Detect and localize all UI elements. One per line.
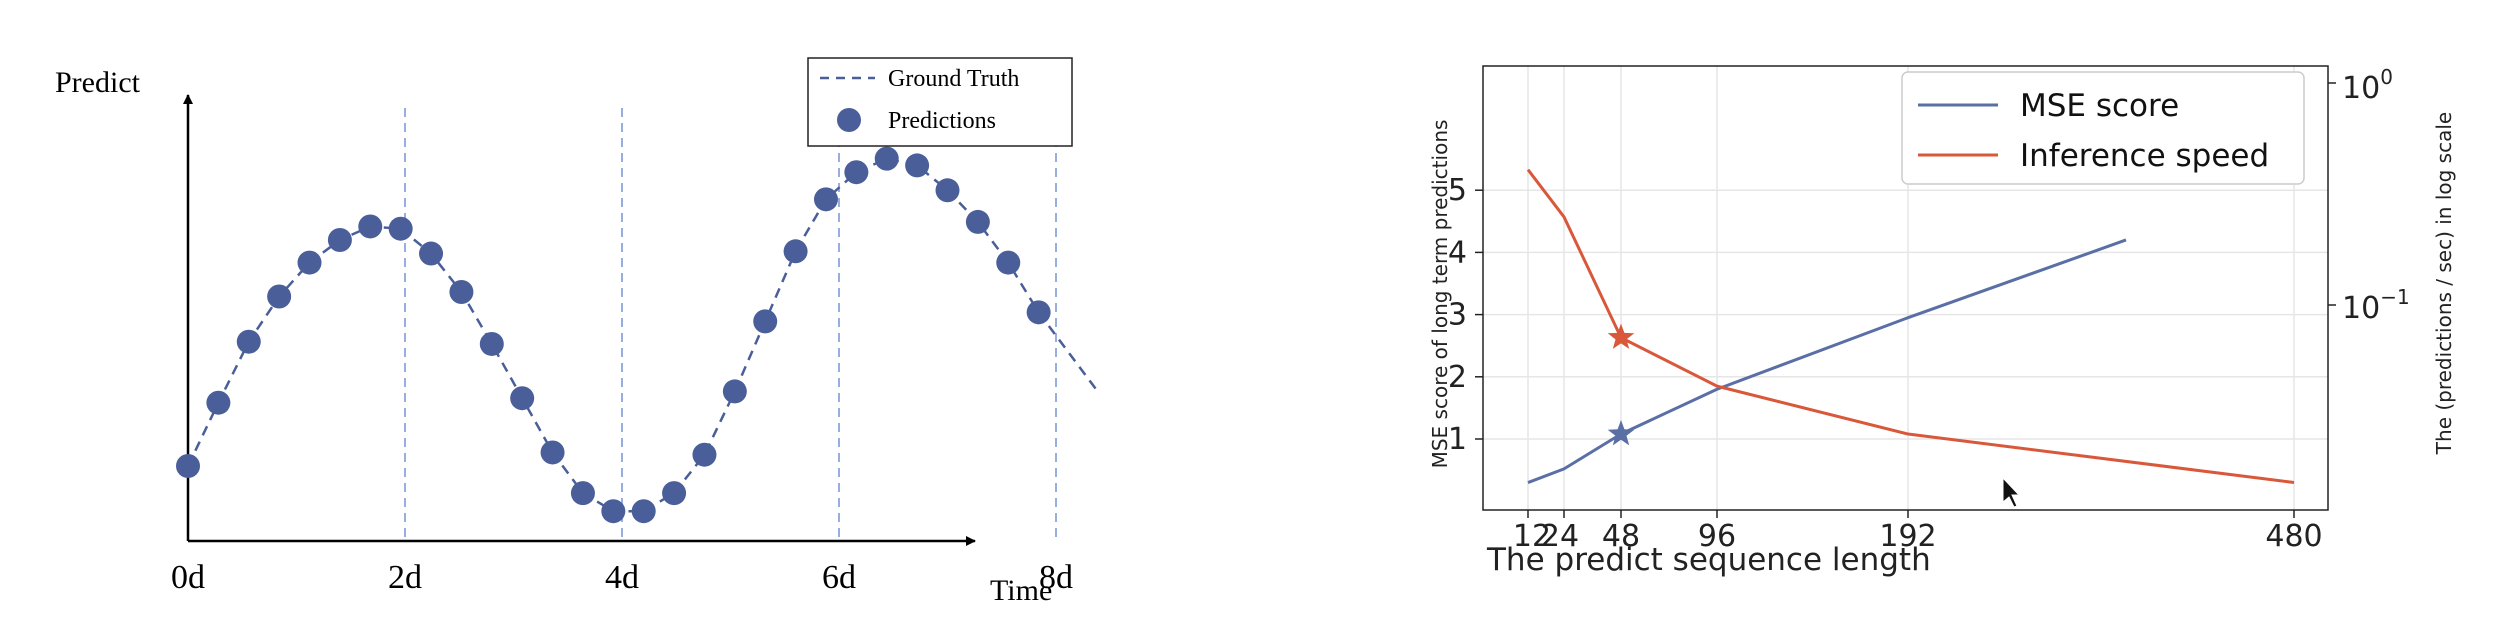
right-markers [1607,323,1635,446]
y-tick-label: 4 [1448,235,1467,270]
left-x-tick-label: 4d [605,559,639,596]
prediction-point [449,279,474,304]
mouse-cursor-icon [2002,476,2021,508]
left-x-ticks: 0d 2d 4d 6d 8d [171,559,1073,596]
prediction-point [388,216,413,241]
left-legend: Ground Truth Predictions [807,57,1073,147]
prediction-point [327,228,352,252]
y-tick-label: 3 [1448,298,1467,333]
right-x-axis-label: The predict sequence length [1486,542,1931,578]
right-y2-ticks: 100 10−1 [2328,65,2410,326]
x-tick-label: 48 [1602,519,1640,554]
prediction-point [965,209,990,234]
prediction-point [783,239,808,264]
prediction-point [297,250,322,275]
prediction-point [1026,300,1051,325]
right-y2-axis-label: The (predictions / sec) in log scale [2432,112,2456,455]
left-x-tick-label: 2d [388,559,422,596]
prediction-point [176,454,200,478]
prediction-point [874,146,899,171]
prediction-point [206,390,231,415]
prediction-point [570,481,595,506]
ground-truth-polyline [186,157,1101,513]
legend-speed-label: Inference speed [2020,138,2269,174]
prediction-point [510,386,535,411]
y2-tick-label-0: 100 [2342,65,2393,106]
prediction-points [176,146,1051,524]
y2-tick-label-1: 10−1 [2342,285,2410,326]
right-plot-frame [1482,65,2329,511]
left-dashed-guides [404,108,1057,541]
left-x-tick-label: 6d [822,559,856,596]
prediction-point [267,284,292,309]
right-grid [1483,66,2328,510]
prediction-point [236,329,261,354]
legend-predictions-label: Predictions [888,108,996,134]
right-legend-box [1901,71,2305,185]
left-x-tick-label: 8d [1039,559,1073,596]
y-tick-label: 5 [1448,173,1467,208]
y-tick-label: 1 [1448,422,1467,457]
prediction-point [753,309,778,334]
prediction-point [631,499,656,524]
left-x-tick-label: 0d [171,559,205,596]
mse-score-line [1527,238,2127,484]
prediction-point [935,178,960,203]
prediction-point [662,481,687,506]
prediction-point [479,331,504,356]
left-y-axis-label: Predict [55,66,141,99]
ground-truth-line [186,157,1101,513]
prediction-point [844,160,869,185]
left-x-axis-label: Time [990,574,1052,607]
right-left-y-ticks: 1 2 3 4 5 [1448,173,1483,457]
prediction-point [996,250,1021,275]
x-tick-label: 96 [1698,519,1736,554]
y-tick-label: 2 [1448,360,1467,395]
prediction-point [419,241,444,266]
star-marker [1607,420,1635,446]
right-legend: MSE score Inference speed [1901,71,2305,185]
legend-ground-truth-label: Ground Truth [888,66,1019,92]
star-marker [1607,323,1635,349]
x-tick-label: 480 [2265,519,2322,554]
x-tick-label: 192 [1879,519,1936,554]
prediction-point [358,214,383,239]
prediction-point [813,187,838,212]
legend-mse-label: MSE score [2020,88,2179,124]
right-series [1526,168,2295,485]
prediction-point [601,499,626,524]
prediction-point [905,153,930,178]
x-tick-label: 12 [1513,519,1551,554]
right-y-axis-label: MSE score of long term predictions [1428,120,1452,469]
legend-predictions-swatch [837,108,861,132]
inference-speed-line [1526,168,2295,485]
prediction-point [540,440,565,465]
left-chart: Predict Time 0d 2d 4d 6d 8d Ground Truth Pre… [55,57,1101,607]
prediction-point [722,379,747,404]
prediction-point [692,442,717,467]
x-tick-label: 24 [1541,519,1579,554]
